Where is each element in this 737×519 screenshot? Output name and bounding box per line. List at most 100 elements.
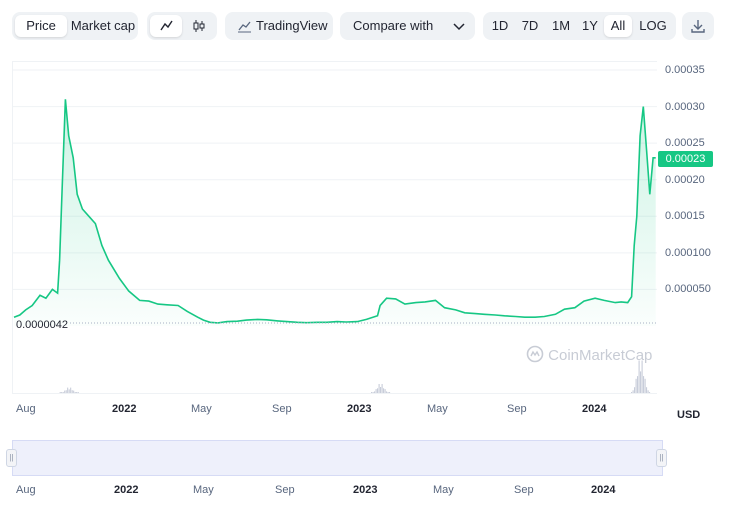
volume-bar (62, 392, 64, 393)
range-7d[interactable]: 7D (521, 18, 539, 33)
chart-toolbar: Price Market cap TradingView Compare wit… (0, 0, 737, 52)
volume-bar (386, 391, 388, 393)
currency-label: USD (677, 409, 701, 421)
navigator-x-tick: 2023 (353, 484, 378, 496)
volume-bar (77, 392, 79, 393)
volume-bar (634, 387, 636, 393)
log-toggle[interactable]: LOG (639, 18, 667, 33)
candlestick-button[interactable] (183, 15, 215, 37)
x-tick: Sep (507, 403, 527, 415)
volume-bar (632, 390, 634, 393)
watermark-text: CoinMarketCap (548, 347, 653, 364)
x-tick: Sep (272, 403, 292, 415)
line-chart-icon (160, 20, 173, 31)
navigator-x-tick: Sep (514, 484, 534, 496)
volume-bar (67, 387, 69, 393)
volume-bar (643, 376, 645, 393)
volume-bar (68, 389, 70, 393)
navigator-right-handle[interactable]: || (656, 449, 667, 467)
volume-bar (76, 392, 78, 393)
volume-bar (638, 360, 640, 393)
volume-bar (384, 389, 386, 393)
range-1m[interactable]: 1M (551, 18, 571, 33)
price-area (14, 99, 656, 326)
volume-bar (65, 390, 67, 393)
volume-bars (59, 360, 651, 393)
volume-bar (649, 392, 651, 393)
tab-market-cap[interactable]: Market cap (70, 18, 136, 33)
range-navigator[interactable] (12, 440, 663, 476)
current-price-tag: 0.00023 (658, 151, 713, 167)
volume-bar (64, 390, 66, 393)
x-tick: 2023 (347, 403, 372, 415)
min-price-label: 0.0000042 (16, 319, 68, 331)
plot-area (12, 61, 657, 394)
volume-bar (371, 392, 373, 393)
download-button[interactable] (682, 12, 714, 40)
tradingview-icon (238, 21, 251, 33)
navigator-left-handle[interactable]: || (6, 449, 17, 467)
volume-bar (71, 390, 73, 393)
download-icon (691, 20, 705, 33)
volume-bar (640, 371, 642, 393)
chevron-down-icon (453, 23, 465, 31)
volume-bar (74, 392, 76, 393)
volume-bar (647, 390, 649, 393)
volume-bar (637, 376, 639, 393)
volume-bar (374, 391, 376, 393)
compare-label: Compare with (353, 18, 434, 33)
volume-bar (641, 360, 643, 393)
volume-bar (59, 392, 61, 393)
volume-bar (383, 388, 385, 393)
range-1d[interactable]: 1D (491, 18, 509, 33)
line-chart-button[interactable] (150, 15, 182, 37)
volume-bar (381, 384, 383, 393)
candlestick-icon (193, 20, 205, 32)
y-tick: 0.00030 (665, 101, 705, 113)
volume-bar (644, 378, 646, 393)
range-all[interactable]: All (604, 15, 632, 37)
tab-price[interactable]: Price (15, 15, 67, 37)
range-1y[interactable]: 1Y (582, 18, 598, 33)
volume-bar (377, 388, 379, 393)
volume-bar (375, 389, 377, 393)
volume-bar (389, 392, 391, 393)
volume-bar (646, 387, 648, 393)
tradingview-button[interactable]: TradingView (225, 12, 333, 40)
view-toggle: Price Market cap (12, 12, 138, 40)
volume-bar (380, 387, 382, 393)
y-tick: 0.00020 (665, 174, 705, 186)
volume-bar (372, 392, 374, 393)
y-tick: 0.00035 (665, 64, 705, 76)
navigator-x-tick: May (433, 484, 454, 496)
navigator-x-tick: Aug (16, 484, 36, 496)
price-line (13, 99, 656, 324)
volume-bar (378, 384, 380, 393)
range-selector: 1D 7D 1M 1Y All LOG (483, 12, 676, 40)
x-tick: May (427, 403, 448, 415)
x-tick: May (191, 403, 212, 415)
x-tick: 2022 (112, 403, 137, 415)
compare-dropdown[interactable]: Compare with (340, 12, 475, 40)
y-tick: 0.000050 (665, 283, 711, 295)
volume-bar (61, 392, 63, 393)
chart-grid (12, 69, 657, 290)
tradingview-label: TradingView (256, 18, 328, 33)
coinmarketcap-logo-icon (526, 345, 544, 363)
volume-bar (387, 392, 389, 393)
x-tick: 2024 (582, 403, 607, 415)
volume-bar (631, 392, 633, 393)
navigator-x-tick: May (193, 484, 214, 496)
chart-type-toggle (147, 12, 217, 40)
navigator-x-tick: 2024 (591, 484, 616, 496)
y-tick: 0.00025 (665, 137, 705, 149)
volume-bar (70, 387, 72, 393)
y-tick: 0.000100 (665, 247, 711, 259)
volume-bar (635, 378, 637, 393)
volume-bar (73, 390, 75, 393)
watermark: CoinMarketCap (526, 345, 652, 364)
navigator-x-tick: 2022 (114, 484, 139, 496)
x-tick: Aug (16, 403, 36, 415)
y-tick: 0.00015 (665, 210, 705, 222)
navigator-x-tick: Sep (275, 484, 295, 496)
